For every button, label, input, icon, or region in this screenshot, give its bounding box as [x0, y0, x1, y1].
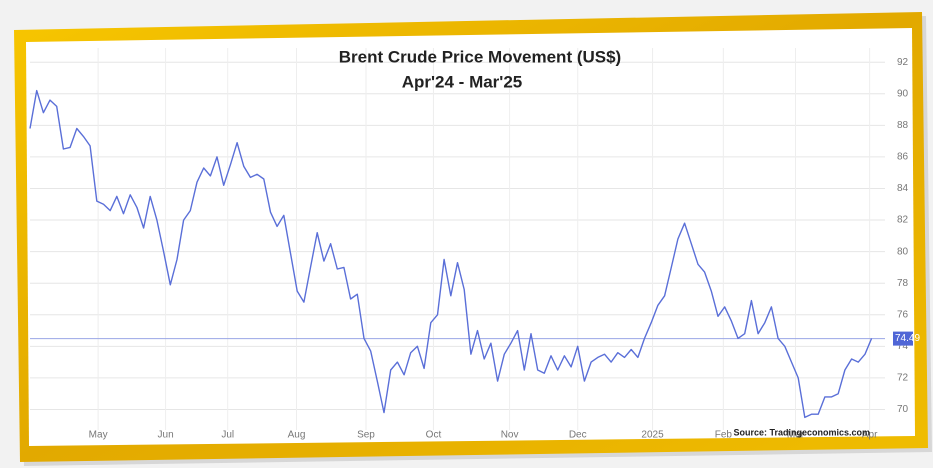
y-tick-label: 82 [897, 215, 909, 226]
last-value-badge [893, 331, 913, 346]
x-tick-label: 2025 [641, 430, 664, 441]
price-line [29, 89, 873, 419]
x-tick-label: Nov [501, 430, 519, 441]
y-tick-label: 86 [897, 152, 909, 163]
chart-subtitle: Apr'24 - Mar'25 [402, 72, 523, 91]
x-tick-label: Sep [357, 430, 375, 441]
y-tick-label: 92 [897, 57, 909, 68]
x-tick-label: Feb [715, 430, 733, 441]
y-tick-label: 72 [897, 373, 909, 384]
y-tick-label: 80 [897, 246, 909, 257]
x-tick-label: Jul [221, 430, 234, 441]
chart-title: Brent Crude Price Movement (US$) [339, 47, 621, 66]
x-tick-label: May [89, 430, 108, 441]
y-tick-label: 90 [897, 88, 909, 99]
x-tick-label: Mar [787, 430, 805, 441]
x-tick-label: Apr [862, 430, 878, 441]
y-tick-label: 78 [897, 278, 909, 289]
y-tick-label: 76 [897, 309, 909, 320]
last-value-label: 74.49 [895, 333, 920, 344]
y-tick-label: 70 [897, 404, 909, 415]
plot-background [26, 28, 915, 446]
y-tick-label: 84 [897, 183, 909, 194]
source-note: Source: Tradingeconomics.com [733, 427, 870, 437]
y-tick-label: 74 [897, 341, 909, 352]
x-tick-label: Dec [569, 430, 587, 441]
x-tick-label: Oct [426, 430, 442, 441]
x-tick-label: Aug [288, 430, 306, 441]
x-tick-label: Jun [158, 430, 174, 441]
y-tick-label: 88 [897, 120, 909, 131]
